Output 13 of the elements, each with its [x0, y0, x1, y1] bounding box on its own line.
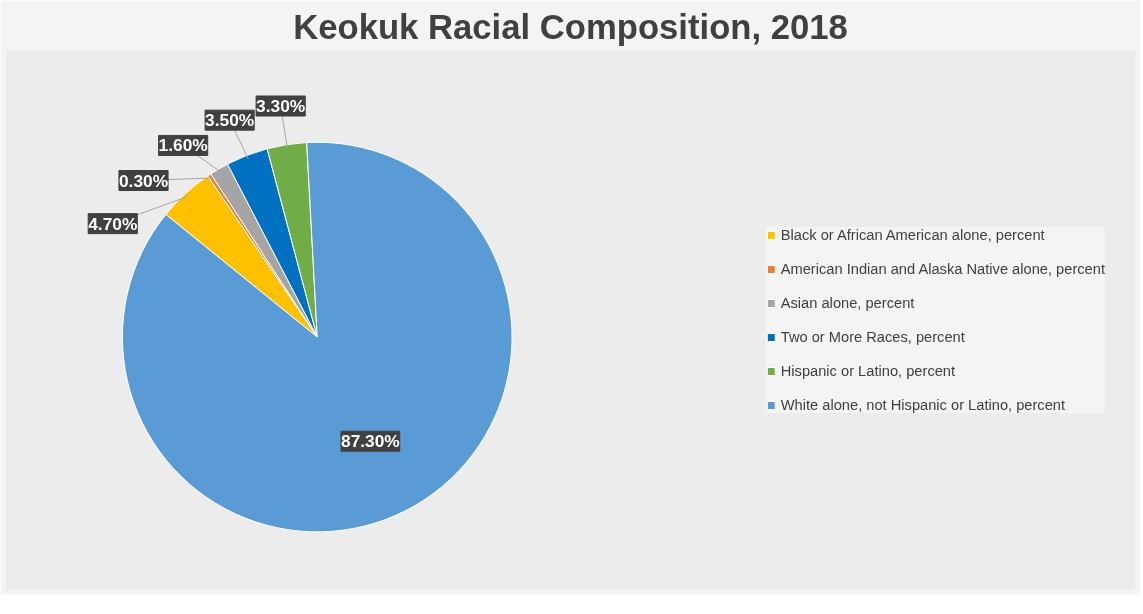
- data-label: 0.30%: [118, 170, 169, 191]
- legend-label: White alone, not Hispanic or Latino, percent: [780, 397, 1066, 413]
- legend-label: American Indian and Alaska Native alone, percent: [780, 261, 1105, 277]
- legend-label: Black or African American alone, percent: [780, 227, 1045, 243]
- data-label: 3.30%: [256, 96, 306, 117]
- data-label: 3.50%: [205, 110, 255, 131]
- legend-label: Two or More Races, percent: [780, 329, 965, 345]
- legend-label: Asian alone, percent: [780, 295, 915, 311]
- legend-label: Hispanic or Latino, percent: [780, 363, 956, 379]
- data-label: 4.70%: [88, 213, 138, 234]
- data-label: 87.30%: [341, 431, 400, 452]
- chart-title: Keokuk Racial Composition, 2018: [293, 7, 848, 46]
- data-label: 1.60%: [158, 135, 208, 156]
